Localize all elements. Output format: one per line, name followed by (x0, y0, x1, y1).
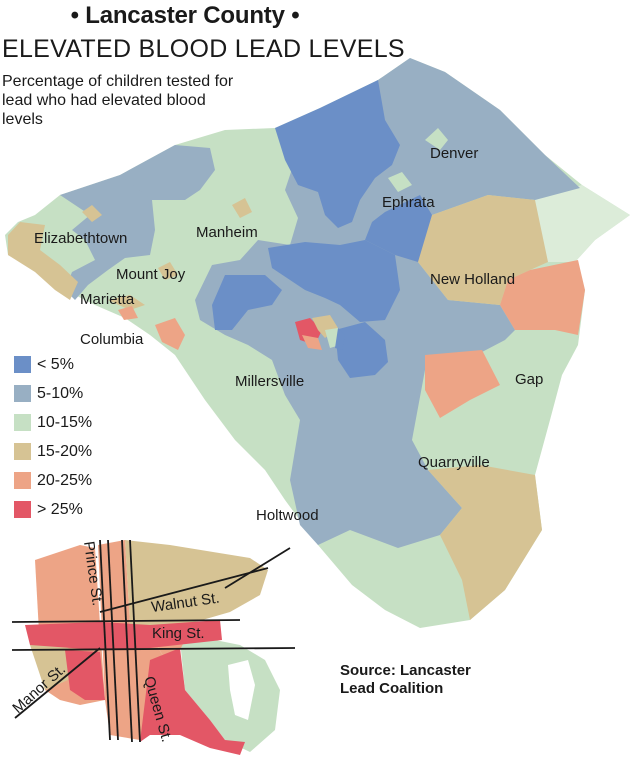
street-line-king (11, 619, 241, 623)
region-5-10-northwest (120, 145, 215, 200)
region-elizabethtown-tan (8, 222, 78, 300)
region-central-salmon (425, 350, 500, 418)
town-label-gap: Gap (515, 371, 543, 388)
inset-region-red-south (140, 648, 245, 755)
region-lt5-ephrata (365, 195, 432, 262)
street-line-queen-2 (129, 539, 141, 743)
region-denver-green (425, 128, 448, 150)
region-lt5-north (275, 80, 400, 228)
region-lt5-central (268, 240, 400, 322)
inset-region-white-hole (228, 660, 255, 720)
legend-swatch-20-25 (14, 472, 31, 489)
region-ephrata-green (388, 172, 412, 192)
legend-swatch-gt25 (14, 501, 31, 518)
city-inset-map: Prince St. Walnut St. King St. Manor St.… (9, 539, 296, 755)
town-label-ephrata: Ephrata (382, 194, 435, 211)
street-label-king: King St. (152, 625, 205, 642)
legend-item-gt25: > 25% (14, 495, 92, 524)
region-mountjoy-tan (158, 262, 178, 280)
town-label-marietta: Marietta (80, 291, 135, 308)
legend-label-lt5: < 5% (37, 355, 74, 373)
map-title: • Lancaster County • (70, 2, 300, 29)
region-city-salmon (302, 335, 322, 350)
region-marietta-salmon (118, 306, 138, 320)
legend-item-20-25: 20-25% (14, 466, 92, 495)
legend-swatch-lt5 (14, 356, 31, 373)
town-label-manheim: Manheim (196, 224, 258, 241)
inset-streets (11, 539, 296, 743)
region-etown-small-tan (82, 205, 102, 222)
town-label-new-holland: New Holland (430, 271, 515, 288)
street-line-king-2 (11, 647, 296, 651)
street-line-walnut-ext (224, 547, 291, 589)
map-description: Percentage of children tested for lead w… (2, 73, 234, 128)
region-east-salmon (500, 260, 585, 335)
region-new-holland-tan (418, 195, 548, 305)
legend-swatch-5-10 (14, 385, 31, 402)
legend-label-gt25: > 25% (37, 500, 83, 518)
legend-swatch-10-15 (14, 414, 31, 431)
street-line-queen-1 (121, 539, 133, 743)
legend-label-10-15: 10-15% (37, 413, 93, 431)
legend-label-20-25: 20-25% (37, 471, 93, 489)
region-columbia-salmon (155, 318, 185, 350)
region-5-10-west (60, 170, 165, 300)
map-subtitle: ELEVATED BLOOD LEAD LEVELS (2, 35, 405, 63)
region-manheim-tan (232, 198, 252, 218)
region-lt5-west-central (212, 275, 282, 330)
town-label-quarryville: Quarryville (418, 454, 490, 471)
legend-swatch-15-20 (14, 443, 31, 460)
inset-region-green (180, 640, 280, 752)
region-east-pale (530, 185, 630, 262)
street-line-prince-2 (107, 539, 119, 741)
street-line-prince-1 (99, 539, 111, 741)
town-label-denver: Denver (430, 145, 478, 162)
town-label-elizabethtown: Elizabethtown (34, 230, 127, 247)
region-marietta-tan (108, 295, 145, 310)
source-credit: Source: Lancaster Lead Coalition (340, 662, 471, 697)
inset-region-red-west (65, 650, 105, 700)
legend-item-5-10: 5-10% (14, 379, 92, 408)
region-lt5-south-central (335, 322, 388, 378)
town-label-holtwood: Holtwood (256, 507, 319, 524)
town-label-millersville: Millersville (235, 373, 304, 390)
region-quarryville-tan (428, 465, 542, 620)
legend: < 5% 5-10% 10-15% 15-20% 20-25% > 25% (14, 350, 92, 524)
inset-region-red-king (25, 620, 222, 650)
town-label-columbia: Columbia (80, 331, 144, 348)
inset-region-tan-north (125, 540, 268, 628)
street-line-walnut (99, 567, 269, 613)
region-city-blue (335, 328, 345, 350)
legend-item-lt5: < 5% (14, 350, 92, 379)
legend-label-5-10: 5-10% (37, 384, 84, 402)
street-line-manor (14, 647, 101, 719)
legend-item-10-15: 10-15% (14, 408, 92, 437)
legend-item-15-20: 15-20% (14, 437, 92, 466)
legend-label-15-20: 15-20% (37, 442, 93, 460)
town-label-mount-joy: Mount Joy (116, 266, 186, 283)
